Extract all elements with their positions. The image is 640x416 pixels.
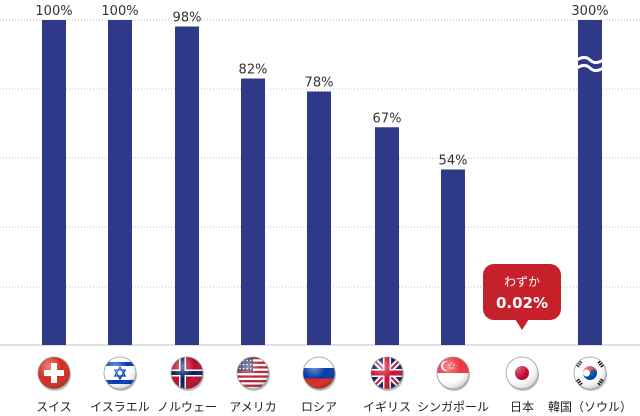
value-labels: 100% 100% 98% 82% 78% 67% 54% 300% <box>35 4 608 169</box>
bar-イギリス <box>375 127 399 345</box>
bar-ロシア <box>307 91 331 345</box>
value-label-スイス: 100% <box>35 4 72 19</box>
category-label-イスラエル: イスラエル <box>90 400 150 414</box>
bar-アメリカ <box>241 78 265 345</box>
category-label-ロシア: ロシア <box>301 400 337 414</box>
bars <box>42 20 607 345</box>
japan-callout: わずか 0.02% <box>483 264 561 330</box>
callout-pointer <box>515 319 529 330</box>
israel-flag-icon <box>103 356 137 391</box>
russia-flag-icon <box>302 356 336 391</box>
bar-スイス <box>42 20 66 345</box>
value-label-ロシア: 78% <box>305 76 334 91</box>
value-label-韓国（ソウル）: 300% <box>571 4 608 19</box>
flag-icons <box>37 356 607 391</box>
value-label-アメリカ: 82% <box>239 63 268 78</box>
callout-line2: 0.02% <box>496 294 548 312</box>
switzerland-flag-icon <box>37 356 71 391</box>
value-label-イスラエル: 100% <box>101 4 138 19</box>
category-label-ノルウェー: ノルウェー <box>157 400 217 414</box>
bar-韓国（ソウル） <box>578 20 602 345</box>
norway-flag-icon <box>170 356 204 391</box>
callout-line1: わずか <box>504 275 540 289</box>
category-label-日本: 日本 <box>510 400 534 414</box>
category-label-スイス: スイス <box>36 400 72 414</box>
uk-flag-icon <box>370 356 404 391</box>
category-label-韓国（ソウル）: 韓国（ソウル） <box>548 400 632 414</box>
singapore-flag-icon <box>436 356 470 391</box>
callout-box <box>483 264 561 320</box>
usa-flag-icon <box>236 356 270 391</box>
bar-シンガポール <box>441 169 465 345</box>
value-label-ノルウェー: 98% <box>173 11 202 26</box>
japan-flag-icon <box>505 356 539 391</box>
value-label-シンガポール: 54% <box>439 154 468 169</box>
category-label-イギリス: イギリス <box>363 400 411 414</box>
category-label-シンガポール: シンガポール <box>417 400 489 414</box>
value-label-イギリス: 67% <box>373 111 402 126</box>
bar-ノルウェー <box>175 26 199 345</box>
bar-イスラエル <box>108 20 132 345</box>
south-korea-flag-icon <box>573 356 607 391</box>
axis-break-mark <box>573 55 607 65</box>
axis-break-mark <box>573 63 607 73</box>
category-label-アメリカ: アメリカ <box>229 400 276 414</box>
category-labels: スイス イスラエル ノルウェー アメリカ ロシア イギリス シンガポール 日本 韓国（ソウル） <box>36 400 632 414</box>
